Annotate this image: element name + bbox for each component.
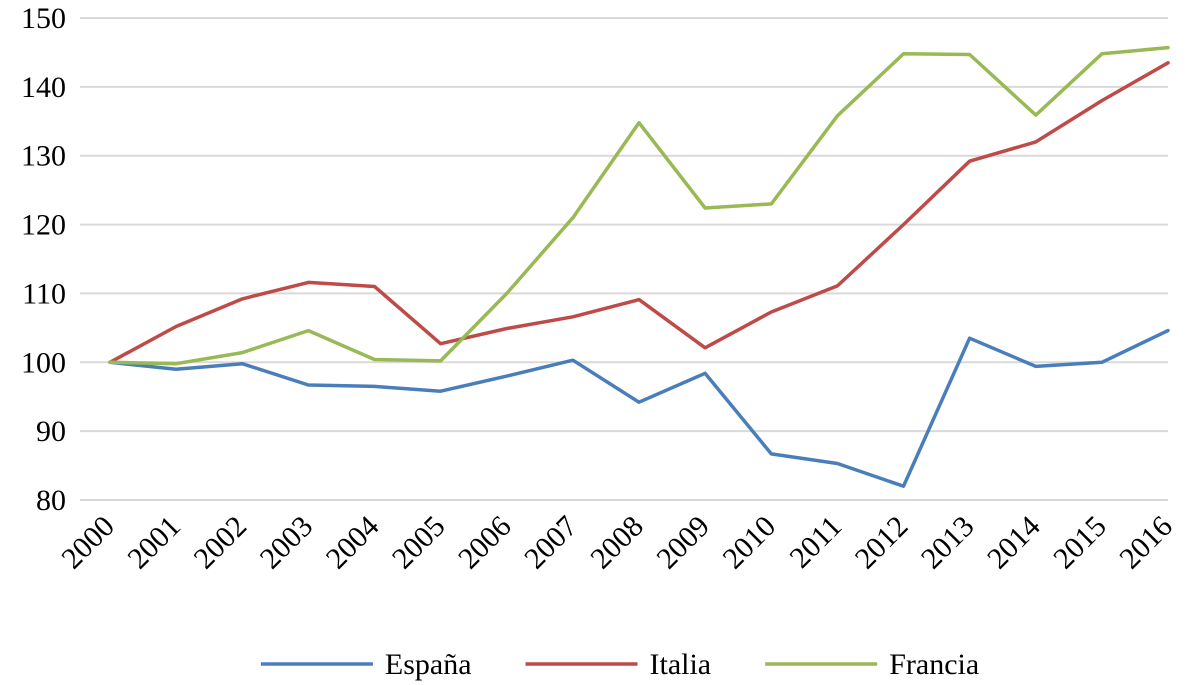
legend-label: Italia bbox=[650, 648, 712, 681]
x-tick-label: 2011 bbox=[783, 510, 848, 575]
x-tick-label: 2008 bbox=[584, 510, 650, 576]
x-tick-label: 2016 bbox=[1113, 510, 1179, 576]
x-tick-label: 2006 bbox=[452, 510, 518, 576]
x-tick-label: 2005 bbox=[386, 510, 452, 576]
y-tick-label: 120 bbox=[21, 209, 66, 242]
x-tick-label: 2009 bbox=[650, 510, 716, 576]
x-tick-label: 2014 bbox=[981, 510, 1047, 576]
x-axis-tick-labels: 2000 2001 2002 2003 2004 2005 2006 2007 2008 2009… bbox=[55, 510, 1179, 576]
legend-item: Italia bbox=[525, 648, 712, 681]
series-lines bbox=[108, 45, 1170, 488]
x-tick-label: 2015 bbox=[1047, 510, 1113, 576]
y-tick-label: 130 bbox=[21, 140, 66, 173]
x-tick-label: 2013 bbox=[915, 510, 981, 576]
y-tick-label: 80 bbox=[36, 484, 66, 517]
x-tick-label: 2002 bbox=[187, 510, 253, 576]
legend-label: España bbox=[385, 648, 472, 681]
x-tick-label: 2001 bbox=[121, 510, 187, 576]
y-tick-label: 100 bbox=[21, 346, 66, 379]
series-line-2 bbox=[108, 61, 1170, 365]
x-tick-label: 2003 bbox=[254, 510, 320, 576]
x-tick-label: 2010 bbox=[716, 510, 782, 576]
gridlines bbox=[80, 17, 1168, 501]
y-tick-label: 150 bbox=[21, 2, 66, 35]
y-tick-label: 90 bbox=[36, 415, 66, 448]
series-line-3 bbox=[108, 45, 1170, 366]
y-tick-label: 110 bbox=[22, 277, 66, 310]
legend-label: Francia bbox=[889, 648, 979, 681]
x-tick-label: 2012 bbox=[849, 510, 915, 576]
legend-item: Francia bbox=[765, 648, 979, 681]
y-tick-label: 140 bbox=[21, 71, 66, 104]
x-tick-label: 2004 bbox=[320, 510, 386, 576]
x-tick-label: 2000 bbox=[55, 510, 121, 576]
y-axis-tick-labels: 80 90 100 110 120 130 140 150 bbox=[21, 2, 66, 517]
legend: España Italia Francia bbox=[260, 648, 979, 681]
x-tick-label: 2007 bbox=[518, 510, 584, 576]
legend-item: España bbox=[260, 648, 472, 681]
series-line-1 bbox=[108, 328, 1170, 488]
